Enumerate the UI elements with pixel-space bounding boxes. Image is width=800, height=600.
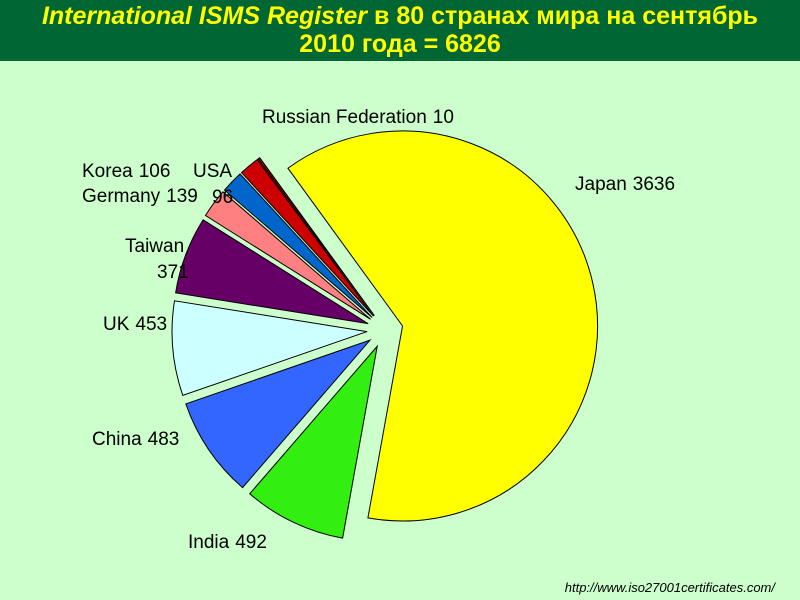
- title-emphasis: International ISMS Register: [42, 2, 368, 30]
- slice-label-value: 106: [139, 161, 171, 182]
- slice-label-value: 492: [235, 532, 267, 553]
- slice-label-name: Russian Federation: [262, 107, 427, 128]
- slice-label-name: Korea: [82, 161, 133, 182]
- pie-slice: [240, 158, 374, 317]
- title-line-1: в 80 странах мира на сентябрь: [374, 2, 758, 30]
- pie-slice: [171, 300, 368, 397]
- slice-label-name: USA: [193, 161, 232, 182]
- slice-label-value: 453: [135, 314, 167, 335]
- pie-slice: [287, 130, 599, 522]
- slice-label-name: Taiwan: [125, 236, 184, 257]
- slice-label-value: 371: [157, 262, 189, 283]
- slice-label-value: 483: [148, 429, 180, 450]
- pie-slice: [249, 344, 379, 539]
- slice-label-value: 10: [433, 107, 454, 128]
- slice-label: India 492: [188, 532, 267, 553]
- slice-label-name: China: [92, 429, 142, 450]
- slice-label: Korea 106: [82, 161, 170, 182]
- slice-label-name: Japan: [575, 174, 627, 195]
- header-band: [0, 0, 800, 61]
- slice-label: Germany 139: [82, 186, 198, 207]
- slice-label: Russian Federation 10: [262, 107, 454, 128]
- pie-slice: [175, 219, 369, 325]
- slice-label: Japan 3636: [575, 174, 675, 195]
- slice-label-name: India: [188, 532, 230, 553]
- chart-title: International ISMS Register в 80 странах …: [42, 2, 758, 30]
- slice-label-value: 3636: [633, 174, 675, 195]
- pie-slice: [185, 339, 372, 489]
- chart-title-line-2: 2010 года = 6826: [299, 30, 500, 58]
- source: http://www.iso27001certificates.com/: [565, 580, 777, 595]
- slice-label: China 483: [92, 429, 179, 450]
- pie-slice: [223, 173, 373, 318]
- slice-label: UK 453: [103, 314, 167, 335]
- slice-label-name: Germany: [82, 186, 161, 207]
- slice-label-value: 139: [166, 186, 198, 207]
- slice-label-name: UK: [103, 314, 130, 335]
- pie: [171, 130, 599, 539]
- pie-slice: [257, 157, 375, 316]
- pie-slice: [204, 191, 371, 320]
- slice-label-value: 96: [212, 187, 233, 208]
